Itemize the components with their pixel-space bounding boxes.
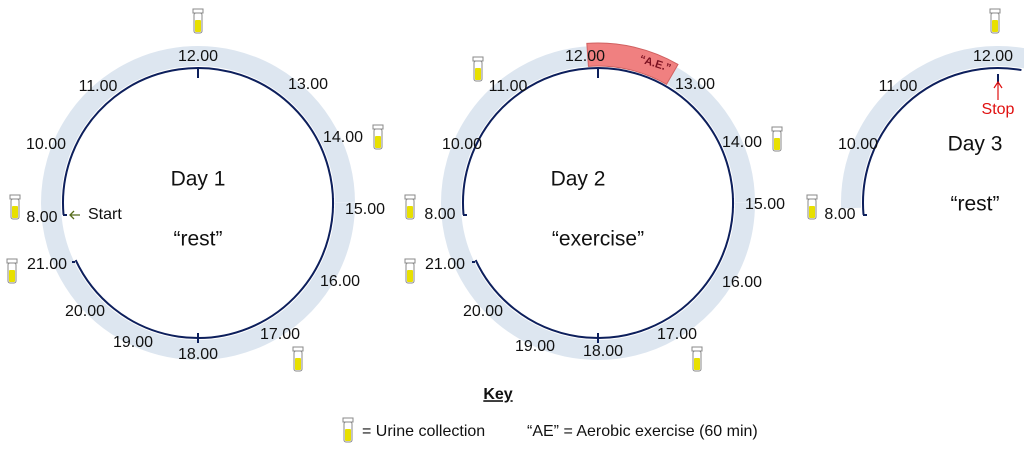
timeline <box>62 67 334 339</box>
timeline <box>462 67 734 339</box>
key-urine: = Urine collection <box>362 423 485 440</box>
day-1: Day 1 “rest” Start 12.00 13.00 14.00 15.… <box>26 48 385 363</box>
time: 8.00 <box>824 206 855 223</box>
day-title: Day 1 <box>171 168 226 191</box>
time: 17.00 <box>260 326 300 343</box>
day-condition: “exercise” <box>552 228 644 251</box>
time: 10.00 <box>26 136 66 153</box>
time: 19.00 <box>113 334 153 351</box>
time: 13.00 <box>288 76 328 93</box>
time: 17.00 <box>657 326 697 343</box>
time: 21.00 <box>425 256 465 273</box>
start-arrow <box>69 210 80 220</box>
ring <box>41 45 355 360</box>
time: 14.00 <box>722 134 762 151</box>
time: 12.00 <box>973 48 1013 65</box>
time: 10.00 <box>442 136 482 153</box>
ae-wedge <box>586 42 679 86</box>
day-title: Day 3 <box>948 133 1003 156</box>
time: 15.00 <box>345 201 385 218</box>
time: 8.00 <box>26 209 57 226</box>
time: 11.00 <box>489 78 528 95</box>
time: 18.00 <box>583 343 623 360</box>
day-title: Day 2 <box>551 168 606 191</box>
time: 20.00 <box>65 303 105 320</box>
stop-arrow-head <box>993 80 1003 89</box>
time: 20.00 <box>463 303 503 320</box>
start-label: Start <box>88 206 122 223</box>
time: 18.00 <box>178 346 218 363</box>
time: 12.00 <box>178 48 218 65</box>
key-ae: “AE” = Aerobic exercise (60 min) <box>527 423 758 440</box>
time: 15.00 <box>745 196 785 213</box>
timeline <box>862 67 1022 215</box>
time: 11.00 <box>879 78 918 95</box>
rings <box>41 42 1024 360</box>
day-condition: “rest” <box>174 228 223 251</box>
stop-label: Stop <box>982 101 1015 118</box>
ring <box>441 45 755 360</box>
time: 11.00 <box>79 78 118 95</box>
day-2: Day 2 “exercise” 12.00 13.00 14.00 15.00… <box>424 48 785 360</box>
time: 16.00 <box>320 273 360 290</box>
day-3: Day 3 “rest” 12.00 11.00 10.00 8.00 Stop <box>824 48 1014 223</box>
key-title: Key <box>483 386 512 403</box>
time: 19.00 <box>515 338 555 355</box>
time: 21.00 <box>27 256 67 273</box>
time: 14.00 <box>323 129 363 146</box>
time: 8.00 <box>424 206 455 223</box>
time: 12.00 <box>565 48 605 65</box>
time: 10.00 <box>838 136 878 153</box>
time: 13.00 <box>675 76 715 93</box>
day-condition: “rest” <box>951 193 1000 216</box>
ring <box>841 46 1024 209</box>
time: 16.00 <box>722 274 762 291</box>
